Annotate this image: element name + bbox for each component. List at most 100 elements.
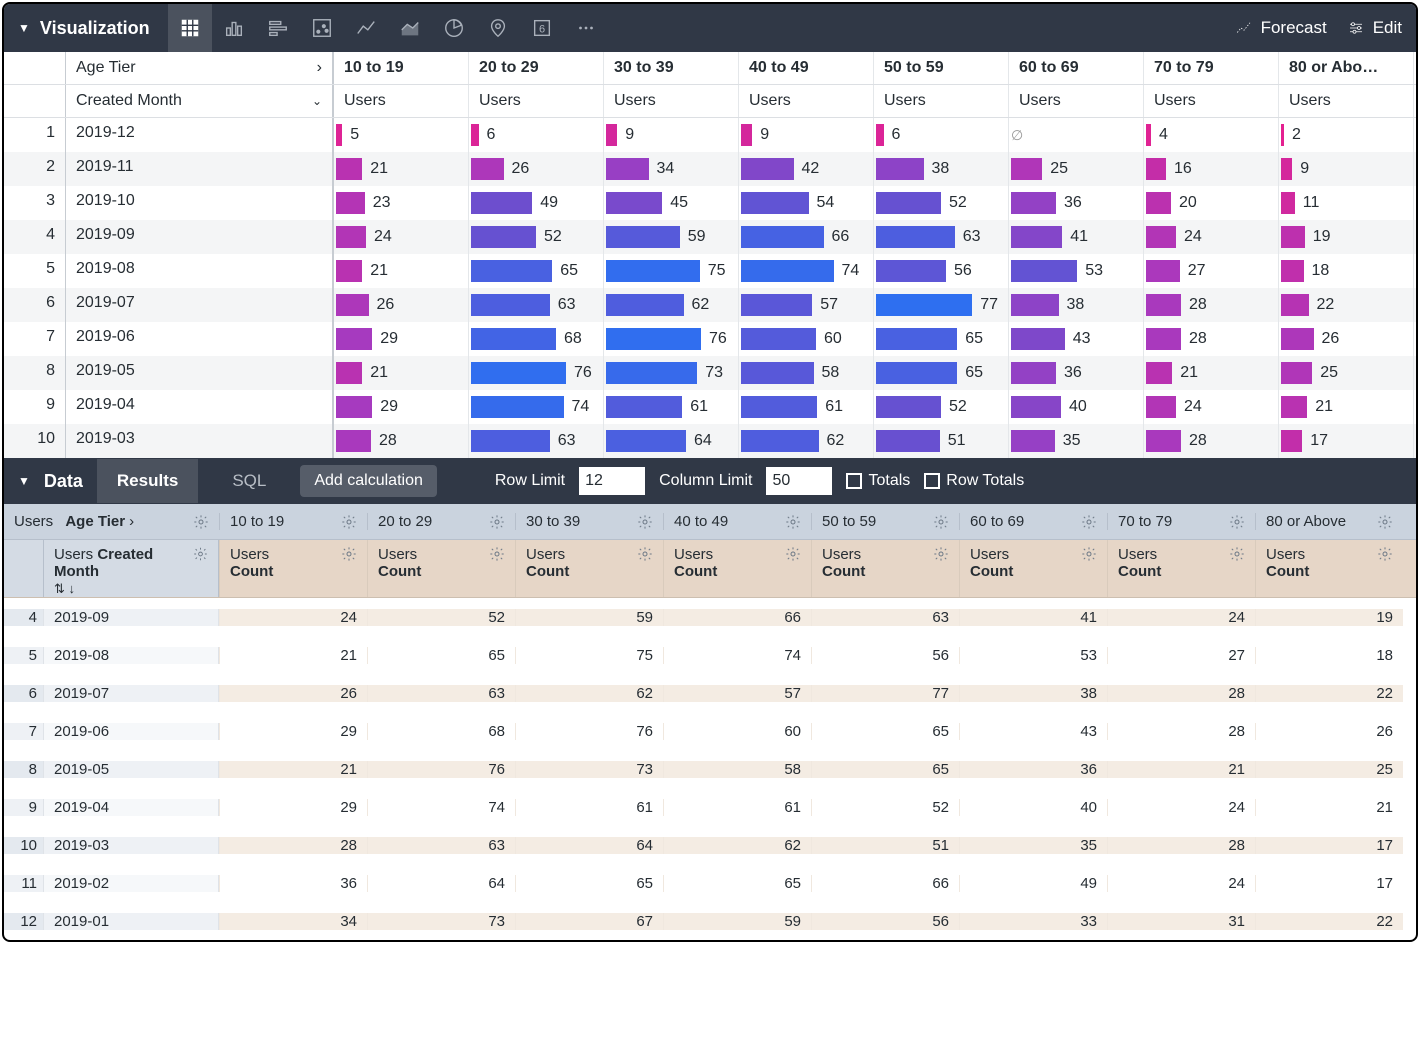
data-column-header[interactable]: 70 to 79 [1107,513,1255,530]
gear-icon[interactable] [341,514,357,530]
viz-cell[interactable]: 11 [1279,186,1414,220]
data-cell[interactable]: 26 [1255,723,1403,740]
row-label[interactable]: 2019-04 [66,390,334,424]
viz-cell[interactable]: 4 [1144,118,1279,152]
data-cell[interactable]: 43 [959,723,1107,740]
dimension-cell[interactable]: 2019-01 [44,913,219,930]
viz-cell[interactable]: 34 [604,152,739,186]
line-viz-icon[interactable] [344,4,388,52]
data-measure-header[interactable]: UsersCount [367,540,515,597]
viz-cell[interactable]: 18 [1279,254,1414,288]
viz-cell[interactable]: 57 [739,288,874,322]
viz-cell[interactable]: 74 [469,390,604,424]
viz-cell[interactable]: 19 [1279,220,1414,254]
viz-cell[interactable]: 65 [874,322,1009,356]
viz-cell[interactable]: 26 [1279,322,1414,356]
viz-cell[interactable]: 24 [334,220,469,254]
data-cell[interactable]: 65 [515,875,663,892]
viz-cell[interactable]: 27 [1144,254,1279,288]
viz-cell[interactable]: 28 [1144,322,1279,356]
viz-cell[interactable]: 38 [874,152,1009,186]
data-column-header[interactable]: 40 to 49 [663,513,811,530]
viz-column-header[interactable]: 50 to 59 [874,52,1009,84]
data-cell[interactable]: 18 [1255,647,1403,664]
data-cell[interactable]: 74 [367,799,515,816]
data-cell[interactable]: 53 [959,647,1107,664]
data-cell[interactable]: 24 [1107,799,1255,816]
viz-cell[interactable]: 22 [1279,288,1414,322]
viz-cell[interactable]: 40 [1009,390,1144,424]
data-cell[interactable]: 66 [663,609,811,626]
viz-cell[interactable]: 25 [1009,152,1144,186]
viz-cell[interactable]: 28 [1144,288,1279,322]
dimension-cell[interactable]: 2019-09 [44,609,219,626]
data-cell[interactable]: 31 [1107,913,1255,930]
data-cell[interactable]: 59 [663,913,811,930]
pie-viz-icon[interactable] [432,4,476,52]
viz-cell[interactable]: 6 [469,118,604,152]
viz-cell[interactable]: 9 [1279,152,1414,186]
viz-cell[interactable]: 53 [1009,254,1144,288]
viz-cell[interactable]: 24 [1144,390,1279,424]
data-cell[interactable]: 33 [959,913,1107,930]
viz-cell[interactable]: 9 [739,118,874,152]
dimension-cell[interactable]: 2019-03 [44,837,219,854]
viz-cell[interactable]: 62 [739,424,874,458]
row-label[interactable]: 2019-03 [66,424,334,458]
gear-icon[interactable] [785,514,801,530]
map-viz-icon[interactable] [476,4,520,52]
data-cell[interactable]: 28 [219,837,367,854]
data-cell[interactable]: 38 [959,685,1107,702]
data-cell[interactable]: 21 [1107,761,1255,778]
viz-cell[interactable]: 23 [334,186,469,220]
data-cell[interactable]: 25 [1255,761,1403,778]
data-measure-header[interactable]: UsersCount [811,540,959,597]
dimension-cell[interactable]: 2019-06 [44,723,219,740]
data-cell[interactable]: 63 [367,837,515,854]
bar-viz-icon[interactable] [256,4,300,52]
data-cell[interactable]: 73 [367,913,515,930]
viz-cell[interactable]: 5 [334,118,469,152]
data-cell[interactable]: 64 [515,837,663,854]
data-cell[interactable]: 22 [1255,685,1403,702]
viz-column-header[interactable]: 60 to 69 [1009,52,1144,84]
data-cell[interactable]: 57 [663,685,811,702]
data-cell[interactable]: 22 [1255,913,1403,930]
viz-cell[interactable]: 60 [739,322,874,356]
viz-cell[interactable]: 41 [1009,220,1144,254]
viz-cell[interactable]: 9 [604,118,739,152]
viz-column-header[interactable]: 70 to 79 [1144,52,1279,84]
viz-cell[interactable]: 36 [1009,186,1144,220]
viz-cell[interactable]: 63 [469,424,604,458]
viz-cell[interactable]: 56 [874,254,1009,288]
gear-icon[interactable] [1081,514,1097,530]
gear-icon[interactable] [193,546,208,562]
data-column-header[interactable]: 50 to 59 [811,513,959,530]
row-label[interactable]: 2019-12 [66,118,334,152]
data-cell[interactable]: 65 [811,723,959,740]
data-cell[interactable]: 77 [811,685,959,702]
area-viz-icon[interactable] [388,4,432,52]
data-measure-header[interactable]: UsersCount [219,540,367,597]
gear-icon[interactable] [933,546,949,562]
pivot-field-header[interactable]: Age Tier › [66,52,334,84]
viz-cell[interactable]: 25 [1279,356,1414,390]
dimension-cell[interactable]: 2019-05 [44,761,219,778]
viz-cell[interactable]: 29 [334,322,469,356]
gear-icon[interactable] [489,546,505,562]
data-cell[interactable]: 61 [663,799,811,816]
gear-icon[interactable] [933,514,949,530]
viz-cell[interactable]: 65 [874,356,1009,390]
data-cell[interactable]: 73 [515,761,663,778]
row-totals-checkbox[interactable]: Row Totals [924,472,1024,490]
data-cell[interactable]: 62 [663,837,811,854]
viz-cell[interactable]: 21 [1279,390,1414,424]
data-cell[interactable]: 36 [959,761,1107,778]
collapse-caret-icon[interactable]: ▼ [18,21,30,35]
single-value-viz-icon[interactable]: 6 [520,4,564,52]
viz-cell[interactable]: 61 [604,390,739,424]
viz-cell[interactable]: 45 [604,186,739,220]
viz-cell[interactable]: 21 [1144,356,1279,390]
data-cell[interactable]: 21 [219,761,367,778]
data-cell[interactable]: 34 [219,913,367,930]
